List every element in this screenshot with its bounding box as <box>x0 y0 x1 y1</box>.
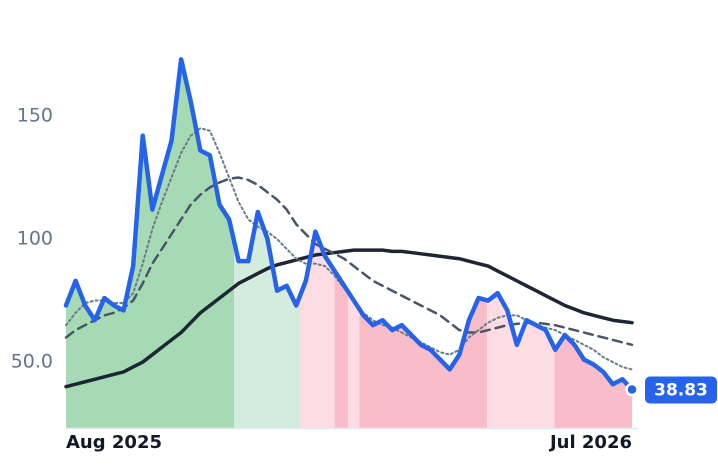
x-tick-label: Aug 2025 <box>66 432 162 453</box>
x-tick-label: Jul 2026 <box>548 432 632 453</box>
last-value-dot <box>625 382 639 397</box>
price-line <box>63 57 635 392</box>
last-value-label: 38.83 <box>654 381 708 401</box>
y-tick-label: 50.0 <box>11 351 53 373</box>
price-area <box>66 59 632 429</box>
y-tick-label: 150 <box>17 105 53 127</box>
last-value-badge <box>645 376 717 404</box>
y-tick-label: 100 <box>17 228 53 250</box>
moving-average-line <box>64 248 634 389</box>
